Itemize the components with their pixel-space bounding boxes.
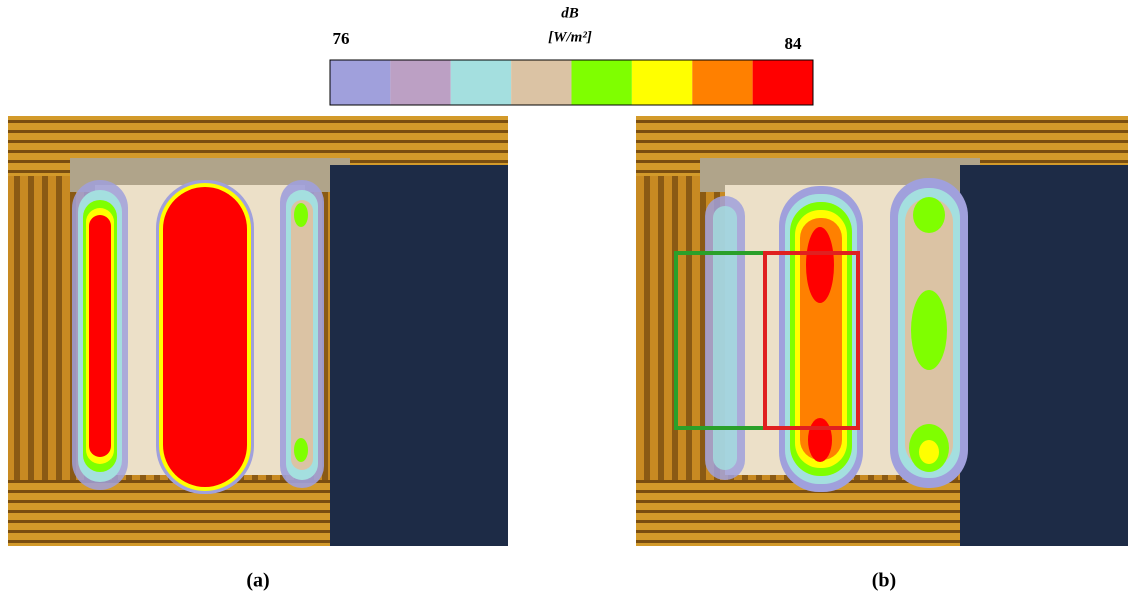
colorbar-min: 76 <box>333 29 350 48</box>
colorbar-segment <box>330 60 390 105</box>
colorbar-segment <box>632 60 692 105</box>
figure: dB [W/m²] 76 84 (a) <box>0 0 1128 604</box>
colorbar-segment <box>753 60 813 105</box>
panel-b-image <box>636 116 1128 546</box>
colorbar-segment <box>511 60 571 105</box>
caption: (b) <box>872 570 896 592</box>
panel-a-image <box>8 116 508 546</box>
colorbar-segment <box>451 60 511 105</box>
colorbar-segment <box>572 60 632 105</box>
colorbar-title: dB <box>561 5 579 21</box>
colorbar-unit: [W/m²] <box>548 29 592 45</box>
colorbar <box>330 60 813 105</box>
colorbar-segment <box>692 60 752 105</box>
colorbar-max: 84 <box>785 34 803 53</box>
caption: (a) <box>246 570 269 592</box>
colorbar-segment <box>390 60 450 105</box>
